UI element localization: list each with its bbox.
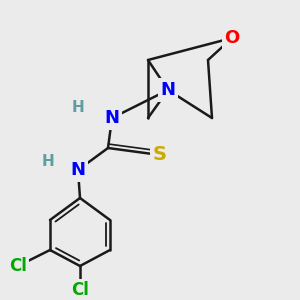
Text: Cl: Cl [71,281,89,299]
Text: N: N [70,161,86,179]
Text: H: H [42,154,54,169]
Text: S: S [153,146,167,164]
Text: O: O [224,29,240,47]
Text: N: N [160,81,175,99]
Text: Cl: Cl [9,257,27,275]
Text: N: N [104,109,119,127]
Text: H: H [72,100,84,116]
